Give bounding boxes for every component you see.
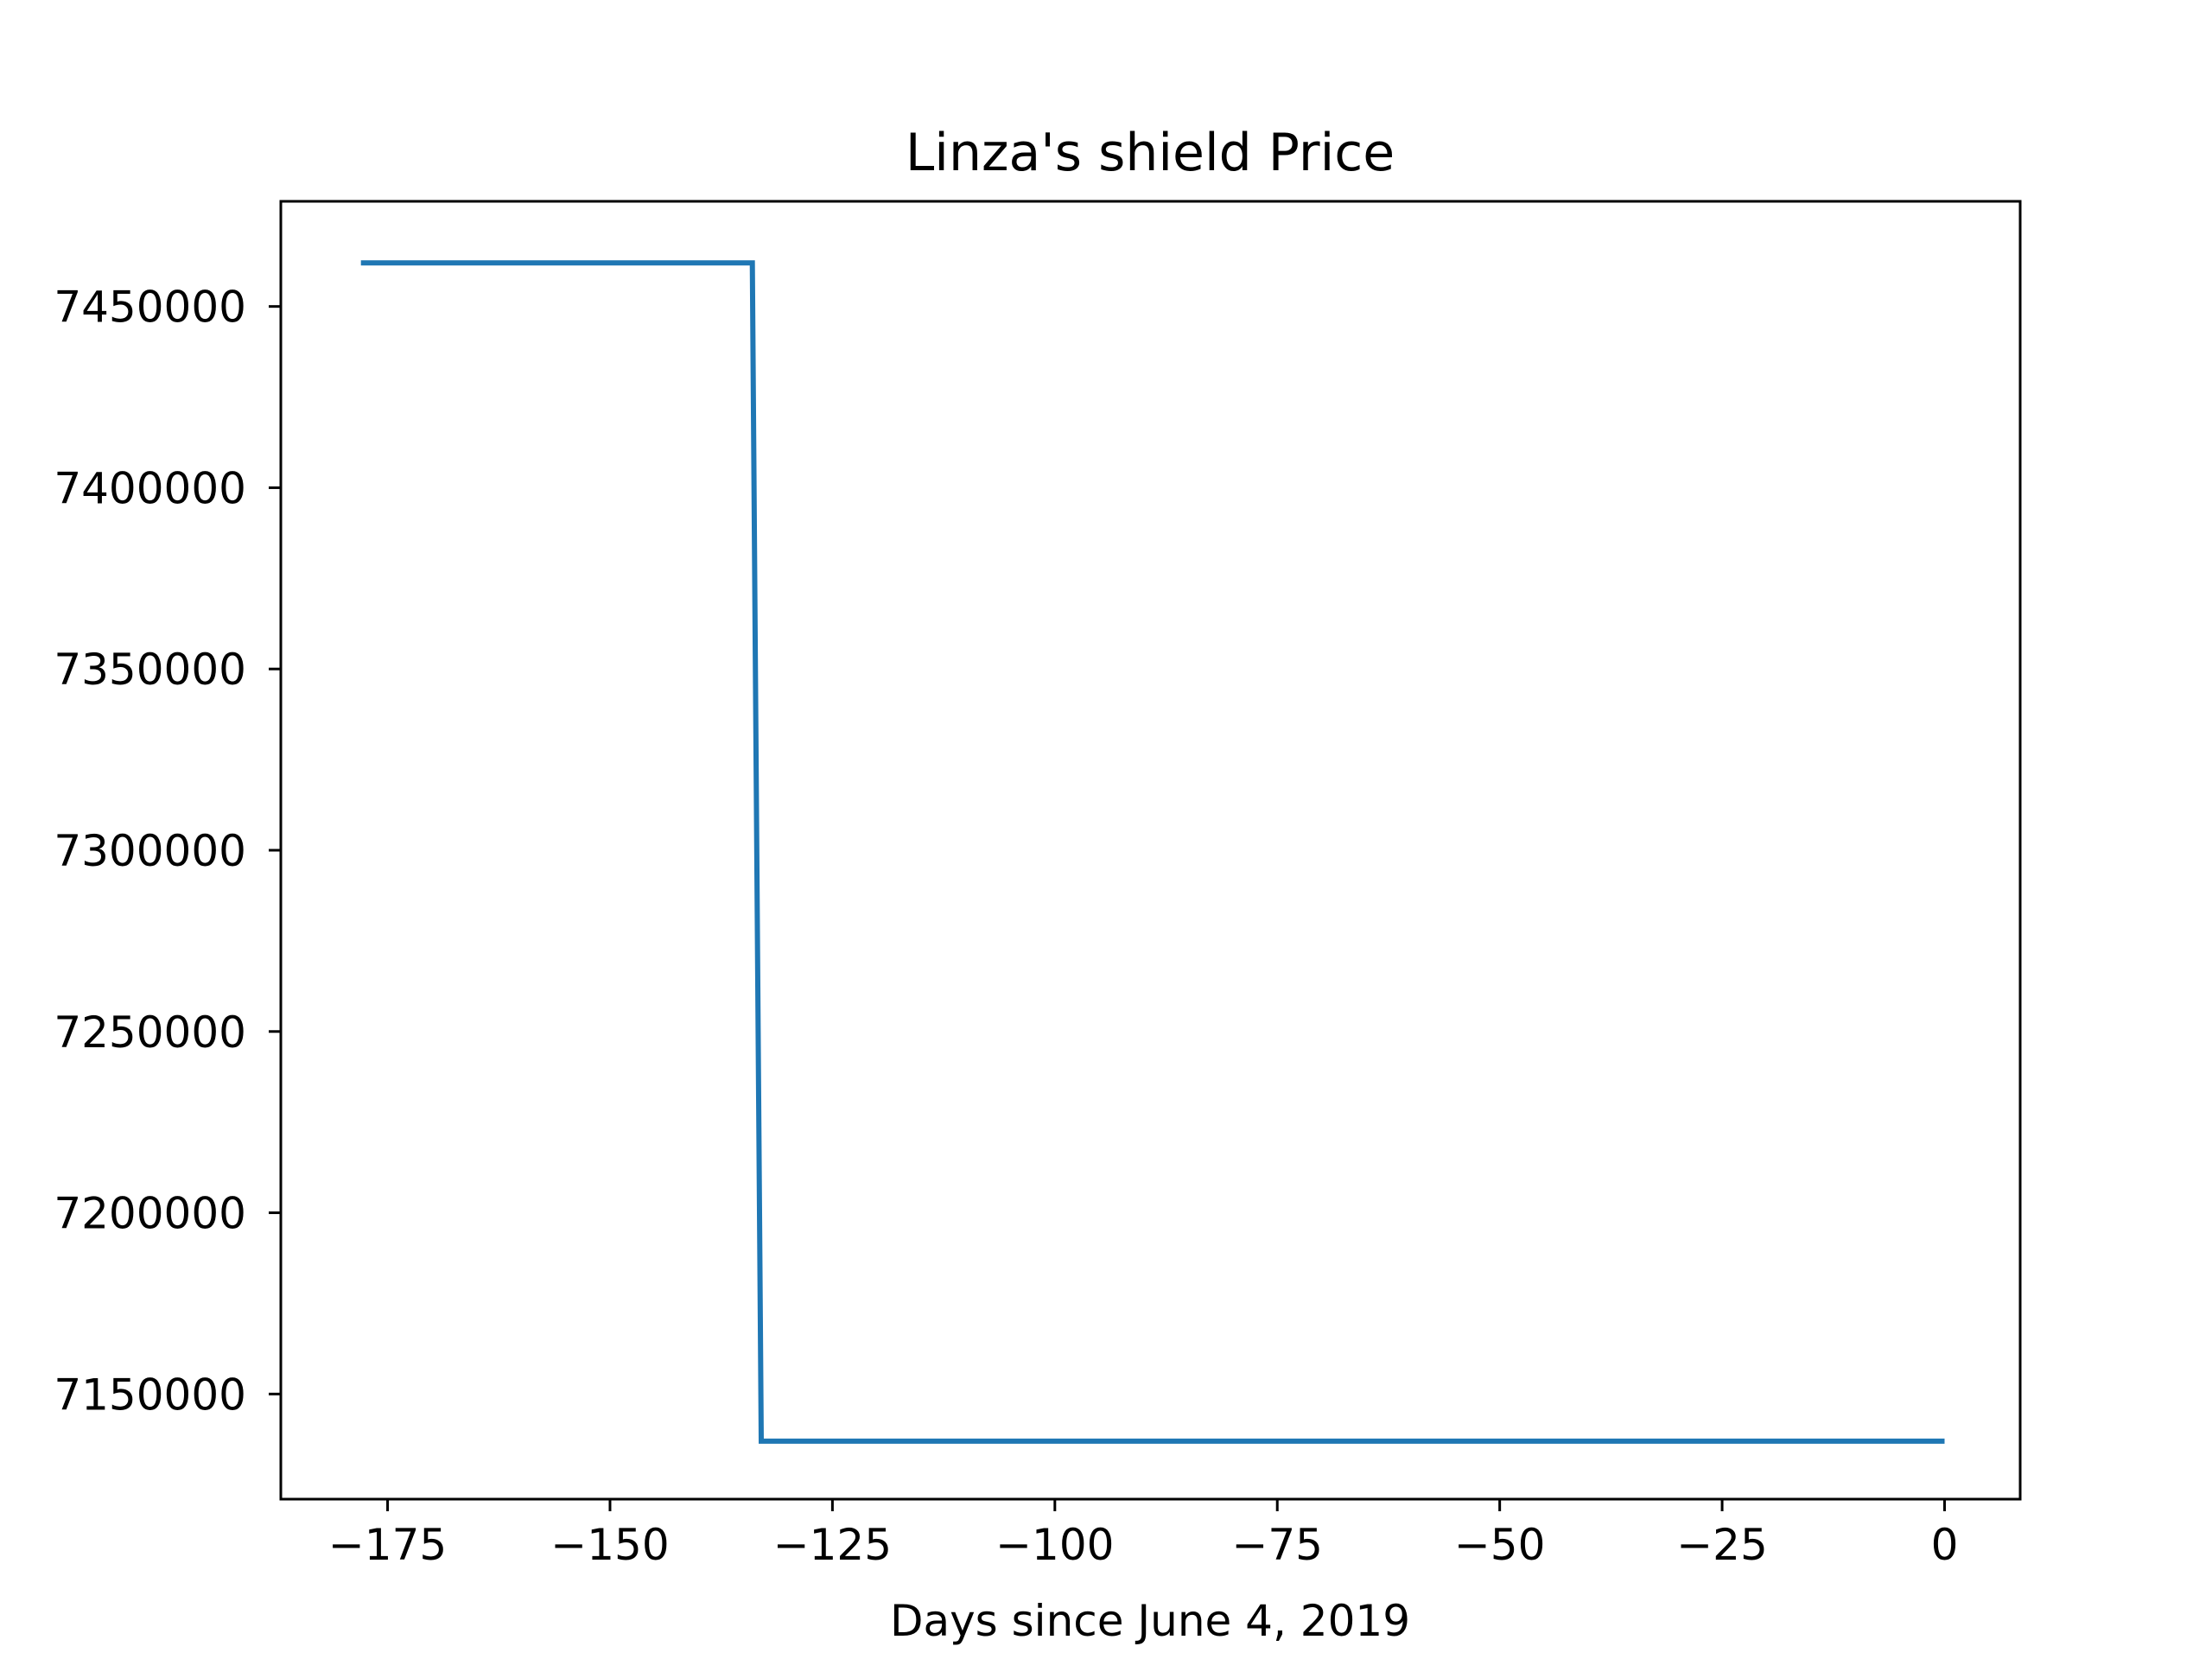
x-axis-label: Days since June 4, 2019: [890, 1596, 1410, 1646]
x-tick-label: −25: [1676, 1520, 1768, 1570]
y-tick-label: 7250000: [54, 1007, 246, 1058]
x-tick-label: −75: [1231, 1520, 1323, 1570]
y-axis-ticks: 7150000 7200000 7250000 7300000 7350000 74000…: [54, 283, 281, 1420]
y-tick-label: 7300000: [54, 826, 246, 876]
y-tick-label: 7400000: [54, 463, 246, 513]
x-tick-label: 0: [1931, 1520, 1959, 1570]
x-axis-ticks: −175 −150 −125 −100 −75 −50 −25 0: [328, 1499, 1958, 1570]
chart-title: Linza's shield Price: [906, 123, 1395, 183]
y-tick-label: 7350000: [54, 645, 246, 695]
y-tick-label: 7450000: [54, 283, 246, 333]
y-tick-label: 7200000: [54, 1189, 246, 1239]
x-tick-label: −100: [995, 1520, 1114, 1570]
x-tick-label: −50: [1454, 1520, 1546, 1570]
x-tick-label: −150: [550, 1520, 669, 1570]
plot-layer: [360, 260, 1945, 1444]
x-tick-label: −175: [328, 1520, 447, 1570]
series-line-0: [360, 260, 1945, 1444]
y-tick-label: 7150000: [54, 1370, 246, 1420]
x-tick-label: −125: [773, 1520, 892, 1570]
